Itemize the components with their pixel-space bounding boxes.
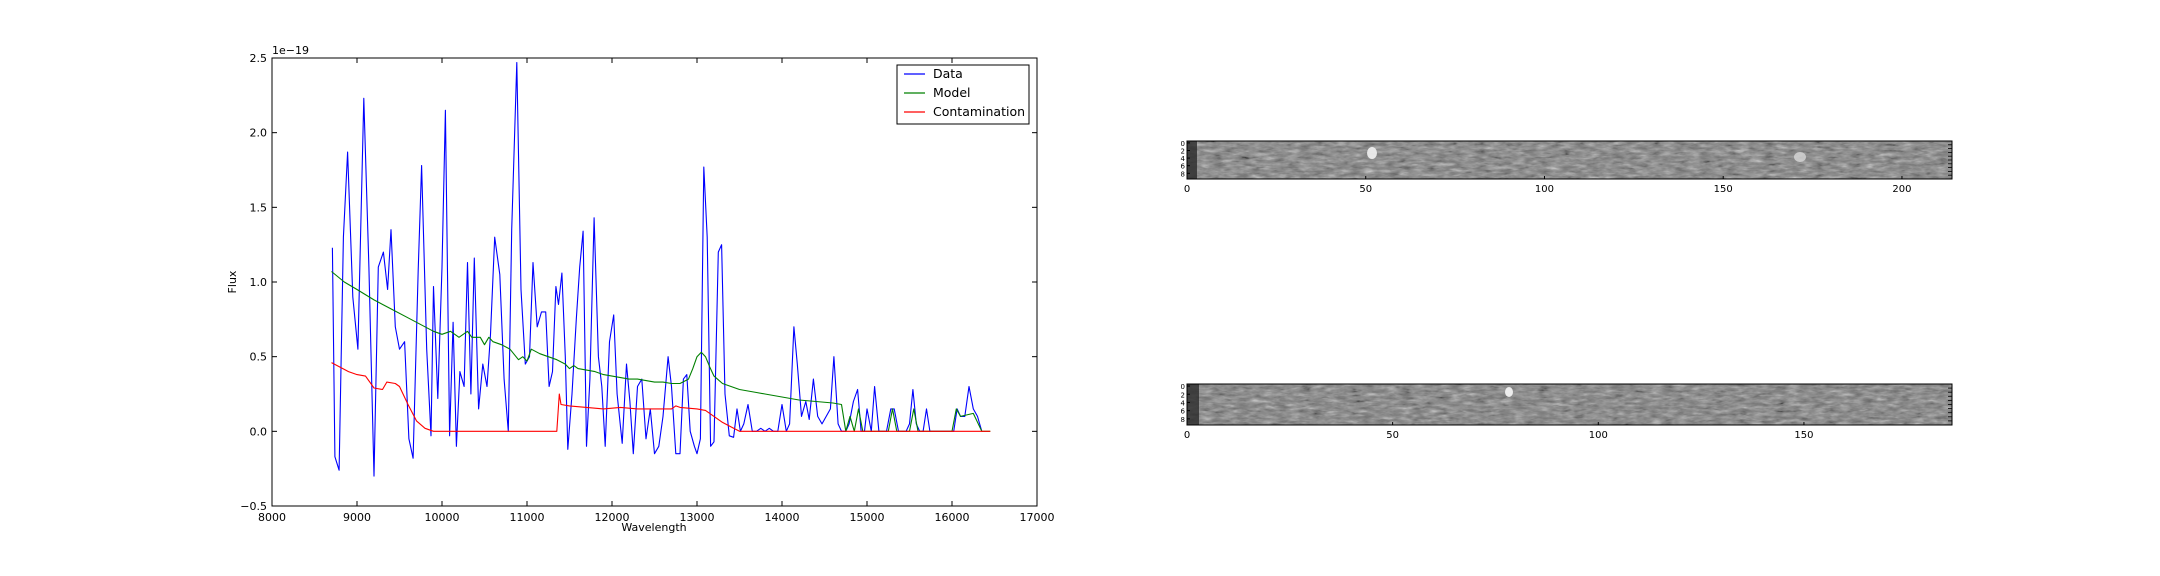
x-tick-label: 50 [1386, 430, 1399, 441]
y-tick-label: 0.0 [250, 425, 268, 438]
image-noise [1187, 141, 1952, 179]
x-axis: 8000 9000 10000 11000 12000 13000 14000 15000 16… [258, 58, 1055, 524]
y-tick-label: 6 [1181, 163, 1186, 171]
y-axis: −0.5 0.0 0.5 1.0 1.5 2.0 2.5 [240, 52, 1037, 513]
x-tick-label: 11000 [510, 511, 545, 524]
y-tick-label: 2 [1181, 148, 1185, 156]
x-axis: 0 50 100 150 [1184, 422, 1813, 441]
series-group [331, 61, 991, 477]
legend: Data Model Contamination [896, 64, 1030, 125]
y-offset-text: 1e−19 [272, 44, 309, 57]
x-tick-label: 100 [1589, 430, 1608, 441]
series-line-model [331, 271, 991, 432]
x-tick-label: 0 [1184, 430, 1190, 441]
y-tick-label: −0.5 [240, 500, 267, 513]
image-noise [1187, 384, 1952, 425]
series-line-data [331, 61, 983, 477]
legend-label-model: Model [933, 85, 971, 100]
y-tick-label: 4 [1181, 155, 1186, 163]
x-axis: 0 50 100 150 200 [1184, 176, 1912, 195]
x-tick-label: 150 [1794, 430, 1813, 441]
x-tick-label: 17000 [1020, 511, 1055, 524]
x-tick-label: 13000 [680, 511, 715, 524]
y-tick-label: 2 [1181, 391, 1185, 399]
y-tick-label: 2.5 [250, 52, 268, 65]
y-tick-label: 0.5 [250, 351, 268, 364]
bright-source [1794, 152, 1806, 162]
y-tick-label: 8 [1181, 416, 1185, 424]
x-tick-label: 8000 [258, 511, 286, 524]
x-tick-label: 150 [1714, 184, 1733, 195]
bright-source [1367, 147, 1377, 159]
legend-label-data: Data [933, 66, 963, 81]
x-tick-label: 50 [1359, 184, 1372, 195]
spectrum-chart: 8000 9000 10000 11000 12000 13000 14000 15000 16… [226, 44, 1055, 534]
series-line-contamination [331, 362, 991, 432]
x-tick-label: 12000 [595, 511, 630, 524]
y-tick-label: 1.5 [250, 201, 268, 214]
y-tick-label: 0 [1181, 140, 1185, 148]
x-tick-label: 15000 [850, 511, 885, 524]
x-tick-label: 0 [1184, 184, 1190, 195]
y-tick-label: 8 [1181, 170, 1185, 178]
x-tick-label: 10000 [425, 511, 460, 524]
x-tick-label: 100 [1535, 184, 1554, 195]
y-tick-label: 1.0 [250, 276, 268, 289]
bright-source [1505, 387, 1513, 397]
x-tick-label: 14000 [765, 511, 800, 524]
x-tick-label: 16000 [935, 511, 970, 524]
x-tick-label: 9000 [343, 511, 371, 524]
y-tick-label: 4 [1181, 399, 1186, 407]
y-tick-label: 2.0 [250, 127, 268, 140]
legend-label-contamination: Contamination [933, 104, 1025, 119]
legend-box [896, 64, 1030, 125]
image-left-edge [1187, 141, 1197, 179]
y-tick-label: 0 [1181, 383, 1185, 391]
y-tick-label: 6 [1181, 408, 1186, 416]
x-tick-label: 200 [1892, 184, 1911, 195]
y-axis-label: Flux [226, 270, 239, 293]
x-axis-label: Wavelength [621, 521, 686, 534]
